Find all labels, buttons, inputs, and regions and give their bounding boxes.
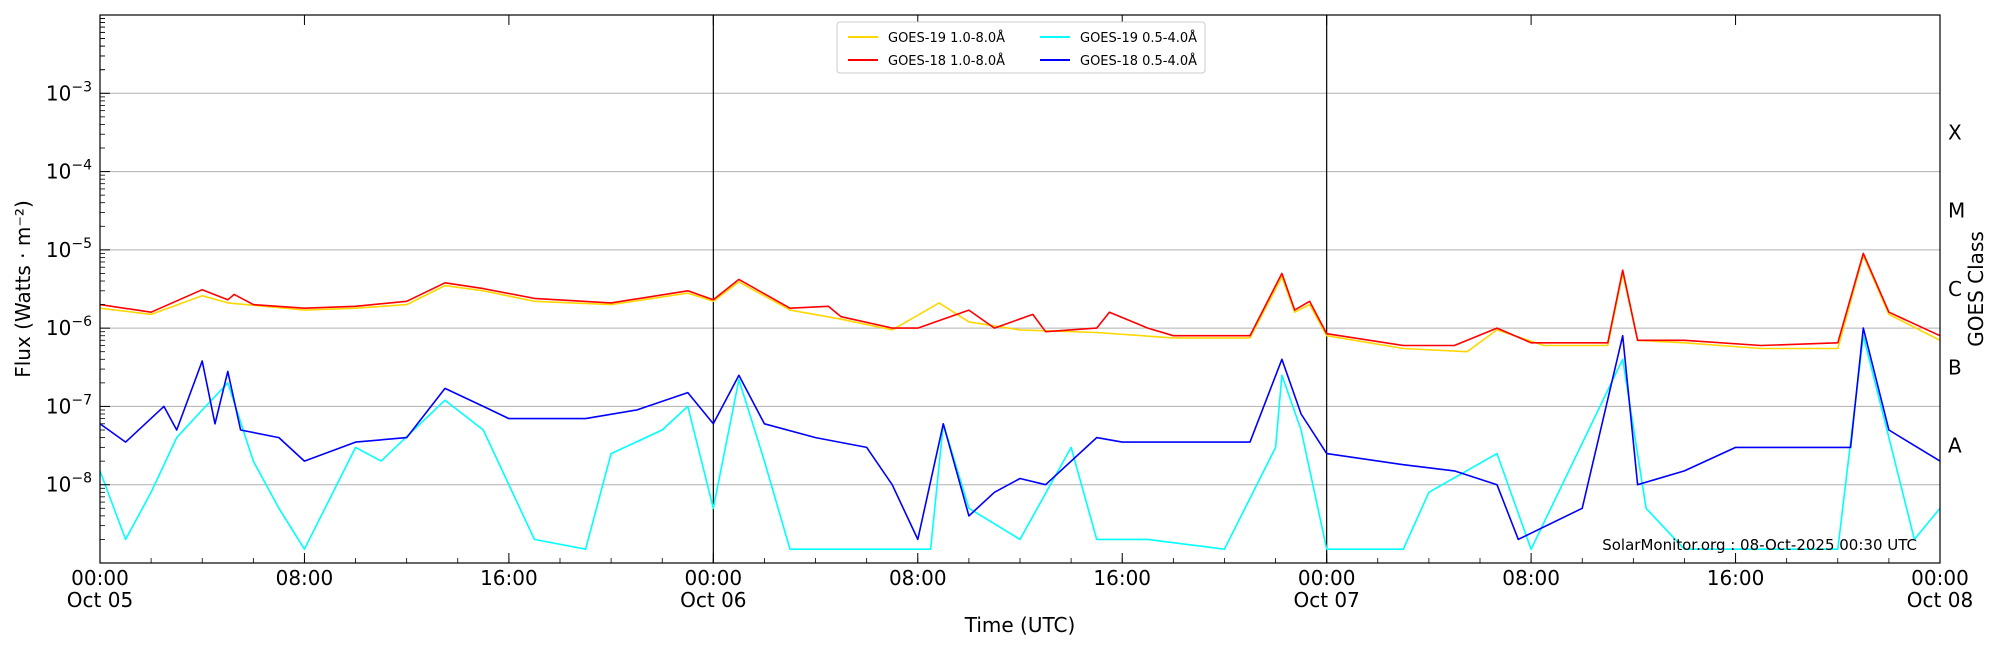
flux-series [100,252,1940,550]
y-axis-ticks: 10−8 10−7 10−6 10−5 10−4 10−3 [46,18,110,540]
y-tick-label: 10−7 [46,392,92,418]
x-tick-label: 00:00 [1911,566,1969,590]
x-axis-label: Time (UTC) [964,613,1076,637]
legend-label: GOES-19 0.5-4.0Å [1080,30,1197,46]
legend-label: GOES-18 1.0-8.0Å [888,53,1005,69]
plot-background [100,15,1940,563]
x-tick-date-label: Oct 08 [1907,588,1973,612]
day-boundary-lines [712,15,1328,563]
credit-label: SolarMonitor.org : 08-Oct-2025 00:30 UTC [1602,536,1917,554]
goes-class-labels: A B C M X [1948,120,1965,457]
goes-class-x: X [1948,120,1962,144]
goes-class-m: M [1948,199,1965,223]
y-tick-label: 10−5 [46,236,92,262]
y-tick-label: 10−6 [46,314,92,340]
x-tick-label: 00:00 [71,566,129,590]
goes-class-c: C [1948,277,1962,301]
grid-lines [100,92,1940,486]
y-tick-label: 10−8 [46,471,92,497]
x-tick-label: 16:00 [1707,566,1765,590]
legend-label: GOES-18 0.5-4.0Å [1080,53,1197,69]
x-tick-date-label: Oct 07 [1293,588,1359,612]
goes-class-a: A [1948,434,1962,458]
y-tick-label: 10−4 [46,158,92,184]
series-line-4 [100,327,1940,541]
y-axis-label: Flux (Watts · m⁻²) [11,200,35,378]
y-tick-label: 10−3 [46,79,92,105]
x-tick-label: 16:00 [1093,566,1151,590]
goes-class-b: B [1948,355,1962,379]
x-tick-date-label: Oct 06 [680,588,746,612]
legend: GOES-19 1.0-8.0Å GOES-18 1.0-8.0Å GOES-19 … [836,21,1206,74]
legend-box [836,21,1206,74]
x-tick-label: 08:00 [276,566,334,590]
x-tick-label: 08:00 [889,566,947,590]
legend-label: GOES-19 1.0-8.0Å [888,30,1005,46]
x-tick-label: 08:00 [1502,566,1560,590]
series-line-2 [100,252,1940,347]
x-tick-date-label: Oct 05 [67,588,133,612]
series-line-3 [100,334,1940,550]
x-tick-label: 00:00 [685,566,743,590]
right-axis-label: GOES Class [1964,231,1988,347]
x-tick-label: 16:00 [480,566,538,590]
x-tick-label: 00:00 [1298,566,1356,590]
